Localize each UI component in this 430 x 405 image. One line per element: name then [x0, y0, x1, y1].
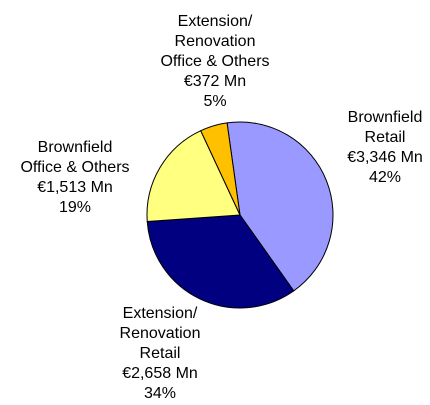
pie-slice — [200, 122, 241, 216]
slice-label: Brownfield Office & Others — [20, 139, 129, 176]
value-label: €2,658 Mn — [122, 365, 198, 382]
share-label: 42% — [369, 169, 401, 186]
slice-label: Brownfield Retail — [348, 109, 423, 146]
share-label: 19% — [59, 199, 91, 216]
pie-slice — [226, 121, 334, 292]
value-label: €372 Mn — [184, 73, 246, 90]
share-label: 34% — [144, 385, 176, 402]
pie-slice — [146, 214, 295, 309]
share-label: 5% — [203, 93, 226, 110]
pie-slice — [146, 130, 241, 223]
value-label: €3,346 Mn — [347, 149, 423, 166]
slice-label: Extension/Renovation Office & Others — [160, 13, 269, 70]
value-label: €1,513 Mn — [37, 179, 113, 196]
slice-label: Extension/Renovation Retail — [120, 305, 201, 362]
